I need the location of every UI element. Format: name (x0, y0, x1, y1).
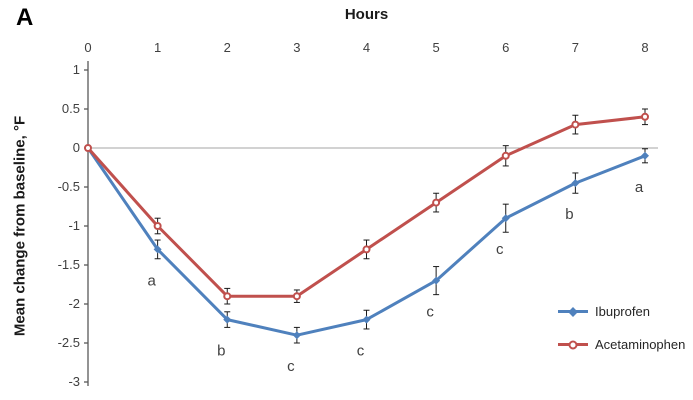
legend-line-acetaminophen (558, 340, 588, 349)
y-tick-label: 0 (73, 140, 80, 155)
y-tick-label: 1 (73, 62, 80, 77)
significance-letter: a (635, 179, 644, 196)
legend-item-acetaminophen: Acetaminophen (558, 337, 685, 352)
marker-diamond (292, 331, 301, 340)
y-tick-label: -2 (68, 296, 80, 311)
marker-circle (571, 120, 580, 129)
marker-circle (362, 245, 371, 254)
x-tick-label: 3 (293, 40, 300, 55)
y-tick-label: -1.5 (58, 257, 80, 272)
y-tick-label: -2.5 (58, 335, 80, 350)
marker-diamond (501, 214, 510, 223)
marker-circle (292, 292, 301, 301)
marker-diamond (432, 276, 441, 285)
x-tick-label: 6 (502, 40, 509, 55)
series-line-acetaminophen (86, 115, 647, 298)
marker-diamond (641, 151, 649, 160)
significance-letter: b (565, 206, 573, 223)
y-tick-label: -0.5 (58, 179, 80, 194)
marker-circle (153, 222, 162, 230)
legend: Ibuprofen Acetaminophen (558, 304, 685, 352)
significance-letter: c (426, 304, 434, 321)
legend-marker-acetaminophen (568, 340, 578, 349)
legend-line-ibuprofen (558, 306, 588, 317)
y-tick-label: 0.5 (62, 101, 80, 116)
marker-circle (501, 151, 510, 160)
significance-letter: a (147, 272, 156, 289)
x-tick-label: 1 (154, 40, 161, 55)
marker-circle (641, 112, 649, 121)
x-tick-label: 8 (641, 40, 648, 55)
x-tick-label: 7 (572, 40, 579, 55)
significance-letter: c (287, 358, 295, 375)
significance-letter: b (217, 343, 225, 360)
legend-marker-ibuprofen (568, 306, 578, 317)
marker-diamond (571, 179, 580, 188)
panel-label: A (16, 4, 34, 31)
x-tick-label: 0 (84, 40, 91, 55)
marker-circle (223, 292, 232, 301)
legend-label-ibuprofen: Ibuprofen (595, 304, 650, 319)
y-tick-label: -3 (68, 374, 80, 389)
legend-item-ibuprofen: Ibuprofen (558, 304, 685, 319)
x-tick-label: 4 (363, 40, 370, 55)
marker-circle (432, 198, 441, 207)
marker-diamond (362, 315, 371, 324)
x-tick-label: 2 (224, 40, 231, 55)
x-axis-title: Hours (344, 6, 389, 23)
marker-diamond (223, 315, 232, 324)
marker-diamond (153, 245, 162, 254)
x-tick-label: 5 (433, 40, 440, 55)
y-tick-label: -1 (68, 218, 80, 233)
legend-label-acetaminophen: Acetaminophen (595, 337, 686, 352)
marker-circle (84, 144, 92, 152)
significance-letter: c (357, 343, 365, 360)
significance-letter: c (496, 241, 504, 258)
